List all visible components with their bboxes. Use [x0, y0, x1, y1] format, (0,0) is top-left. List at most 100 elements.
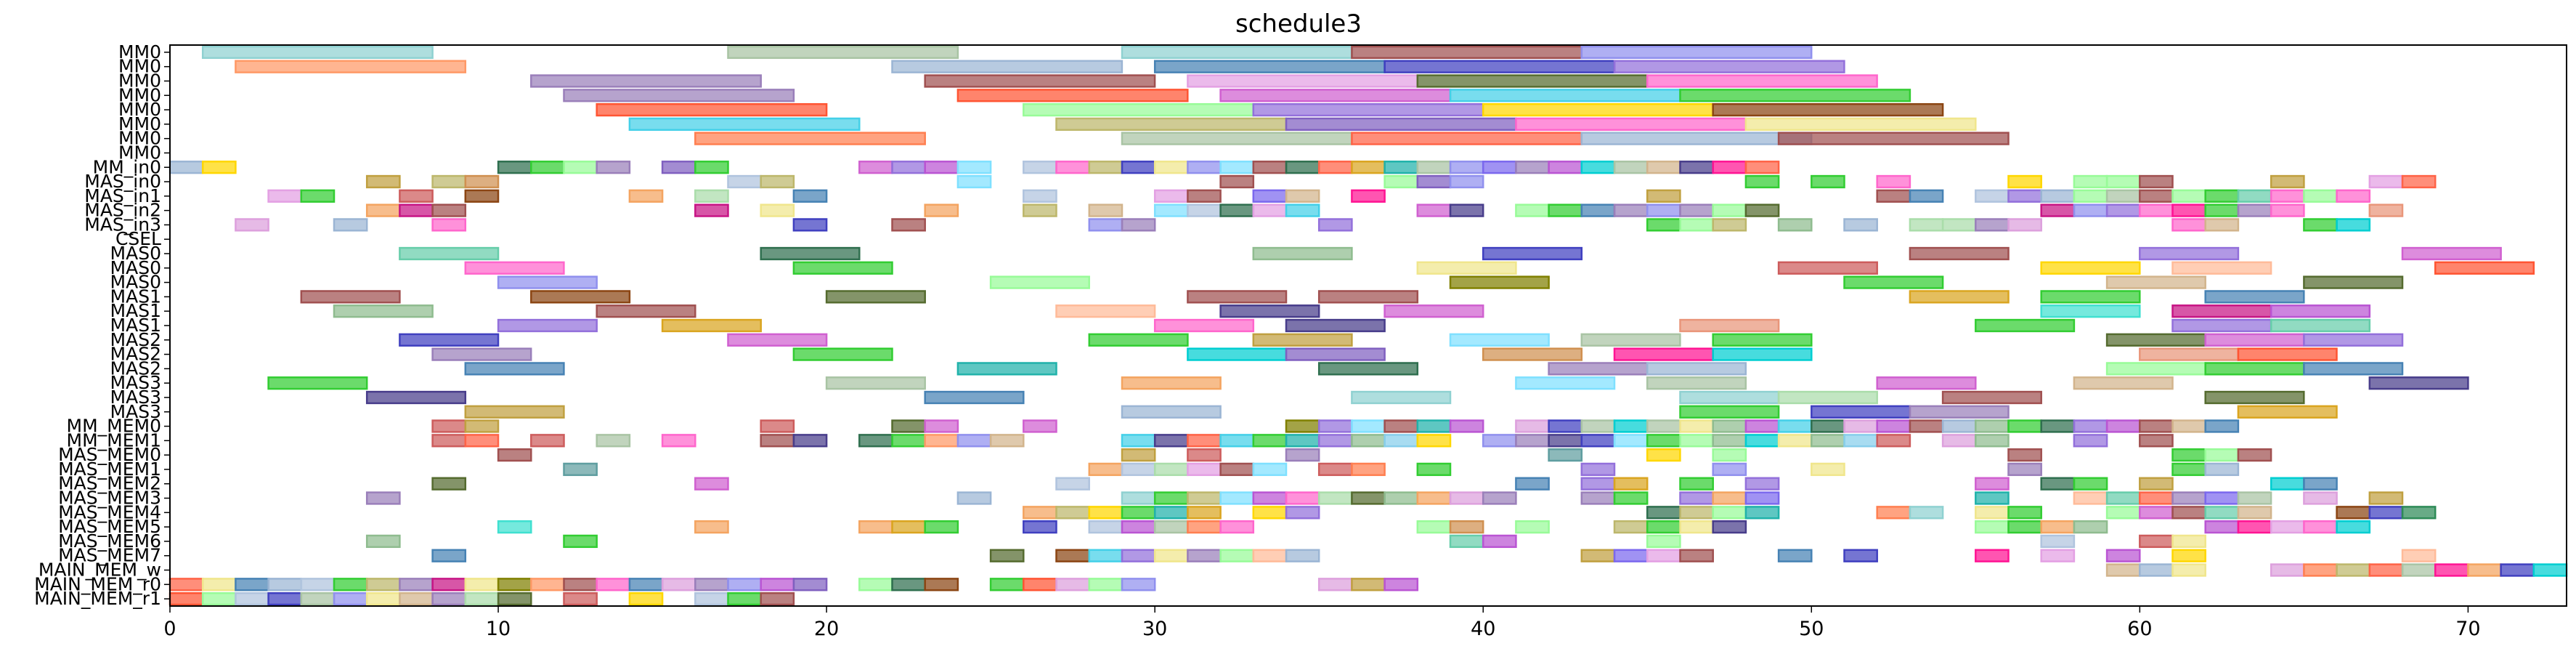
task-bar: [1285, 189, 1320, 203]
task-bar: [628, 189, 664, 203]
task-bar: [1744, 117, 1977, 132]
task-bar: [2434, 261, 2535, 275]
task-bar: [1482, 434, 1517, 448]
task-bar: [1219, 304, 1320, 318]
task-bar: [760, 592, 795, 606]
task-bar: [1055, 477, 1090, 490]
task-bar: [1153, 203, 1189, 217]
task-bar: [2139, 434, 2174, 448]
task-bar: [168, 592, 204, 606]
task-bar: [1416, 434, 1452, 448]
task-bar: [1941, 434, 1977, 448]
task-bar: [2401, 563, 2437, 577]
task-bar: [267, 578, 303, 592]
task-bar: [1712, 218, 1747, 232]
task-bar: [333, 218, 368, 232]
y-tick-label: MM0: [118, 99, 161, 120]
task-bar: [1121, 45, 1353, 60]
task-bar: [1580, 45, 1813, 60]
task-bar: [1712, 491, 1747, 505]
task-bar: [2368, 174, 2404, 189]
task-bar: [628, 592, 664, 606]
task-bar: [2139, 534, 2174, 549]
task-bar: [1088, 333, 1189, 347]
task-bar: [792, 218, 828, 232]
task-bar: [365, 174, 401, 189]
task-bar: [1088, 549, 1124, 562]
task-bar: [1777, 132, 2010, 145]
task-bar: [891, 218, 926, 232]
task-bar: [1187, 491, 1222, 505]
task-bar: [333, 578, 368, 592]
task-bar: [464, 434, 500, 448]
task-bar: [1317, 419, 1353, 433]
task-bar: [1187, 434, 1222, 448]
task-bar: [1449, 520, 1484, 534]
task-bar: [1679, 520, 1714, 534]
task-bar: [2204, 520, 2240, 534]
task-bar: [1121, 578, 1156, 592]
task-bar: [1449, 275, 1550, 289]
task-bar: [596, 578, 631, 592]
task-bar: [2171, 218, 2206, 232]
task-bar: [1515, 203, 1550, 217]
task-bar: [1023, 102, 1254, 117]
task-bar: [1941, 419, 1977, 433]
task-bar: [628, 117, 861, 132]
task-bar: [2171, 462, 2206, 477]
task-bar: [2105, 189, 2141, 203]
y-tick-label: MAIN_MEM_w: [38, 560, 161, 581]
task-bar: [1679, 491, 1714, 505]
task-bar: [1580, 477, 1616, 490]
task-bar: [201, 45, 434, 60]
task-bar: [1153, 60, 1386, 73]
task-bar: [891, 520, 926, 534]
task-bar: [1679, 477, 1714, 490]
task-bar: [2073, 376, 2174, 390]
task-bar: [2073, 419, 2108, 433]
task-bar: [431, 592, 467, 606]
task-bar: [431, 203, 467, 217]
task-bar: [1548, 203, 1583, 217]
task-bar: [1187, 506, 1222, 520]
task-bar: [2105, 549, 2141, 562]
task-bar: [858, 520, 893, 534]
task-bar: [1613, 161, 1649, 174]
task-bar: [1088, 462, 1124, 477]
task-bar: [1121, 448, 1156, 462]
task-bar: [2139, 563, 2174, 577]
task-bar: [1975, 218, 2010, 232]
task-bar: [365, 534, 401, 549]
task-bar: [1876, 506, 1911, 520]
task-bar: [727, 592, 762, 606]
task-bar: [2204, 290, 2305, 304]
y-tick-label: MAS_in2: [84, 200, 161, 221]
task-bar: [464, 405, 565, 419]
task-bar: [1416, 520, 1452, 534]
task-bar: [1777, 419, 1813, 433]
task-bar: [2401, 246, 2502, 261]
task-bar: [1580, 132, 1813, 145]
y-tick-label: MM0: [118, 41, 161, 62]
task-bar: [1679, 405, 1780, 419]
task-bar: [1712, 462, 1747, 477]
task-bar: [760, 419, 795, 433]
task-bar: [1843, 549, 1878, 562]
task-bar: [2171, 261, 2272, 275]
task-bar: [1975, 189, 2010, 203]
task-bar: [2237, 491, 2272, 505]
task-bar: [1055, 549, 1090, 562]
task-bar: [201, 592, 237, 606]
task-bar: [792, 434, 828, 448]
y-tick-label: MAS_MEM5: [58, 516, 161, 537]
task-bar: [1121, 376, 1222, 390]
task-bar: [1876, 174, 1911, 189]
task-bar: [694, 578, 729, 592]
task-bar: [989, 549, 1025, 562]
y-tick-label: MAS1: [110, 286, 161, 307]
task-bar: [1482, 491, 1517, 505]
task-bar: [1876, 434, 1911, 448]
task-bar: [2237, 405, 2338, 419]
task-bar: [2336, 563, 2371, 577]
task-bar: [2040, 419, 2076, 433]
